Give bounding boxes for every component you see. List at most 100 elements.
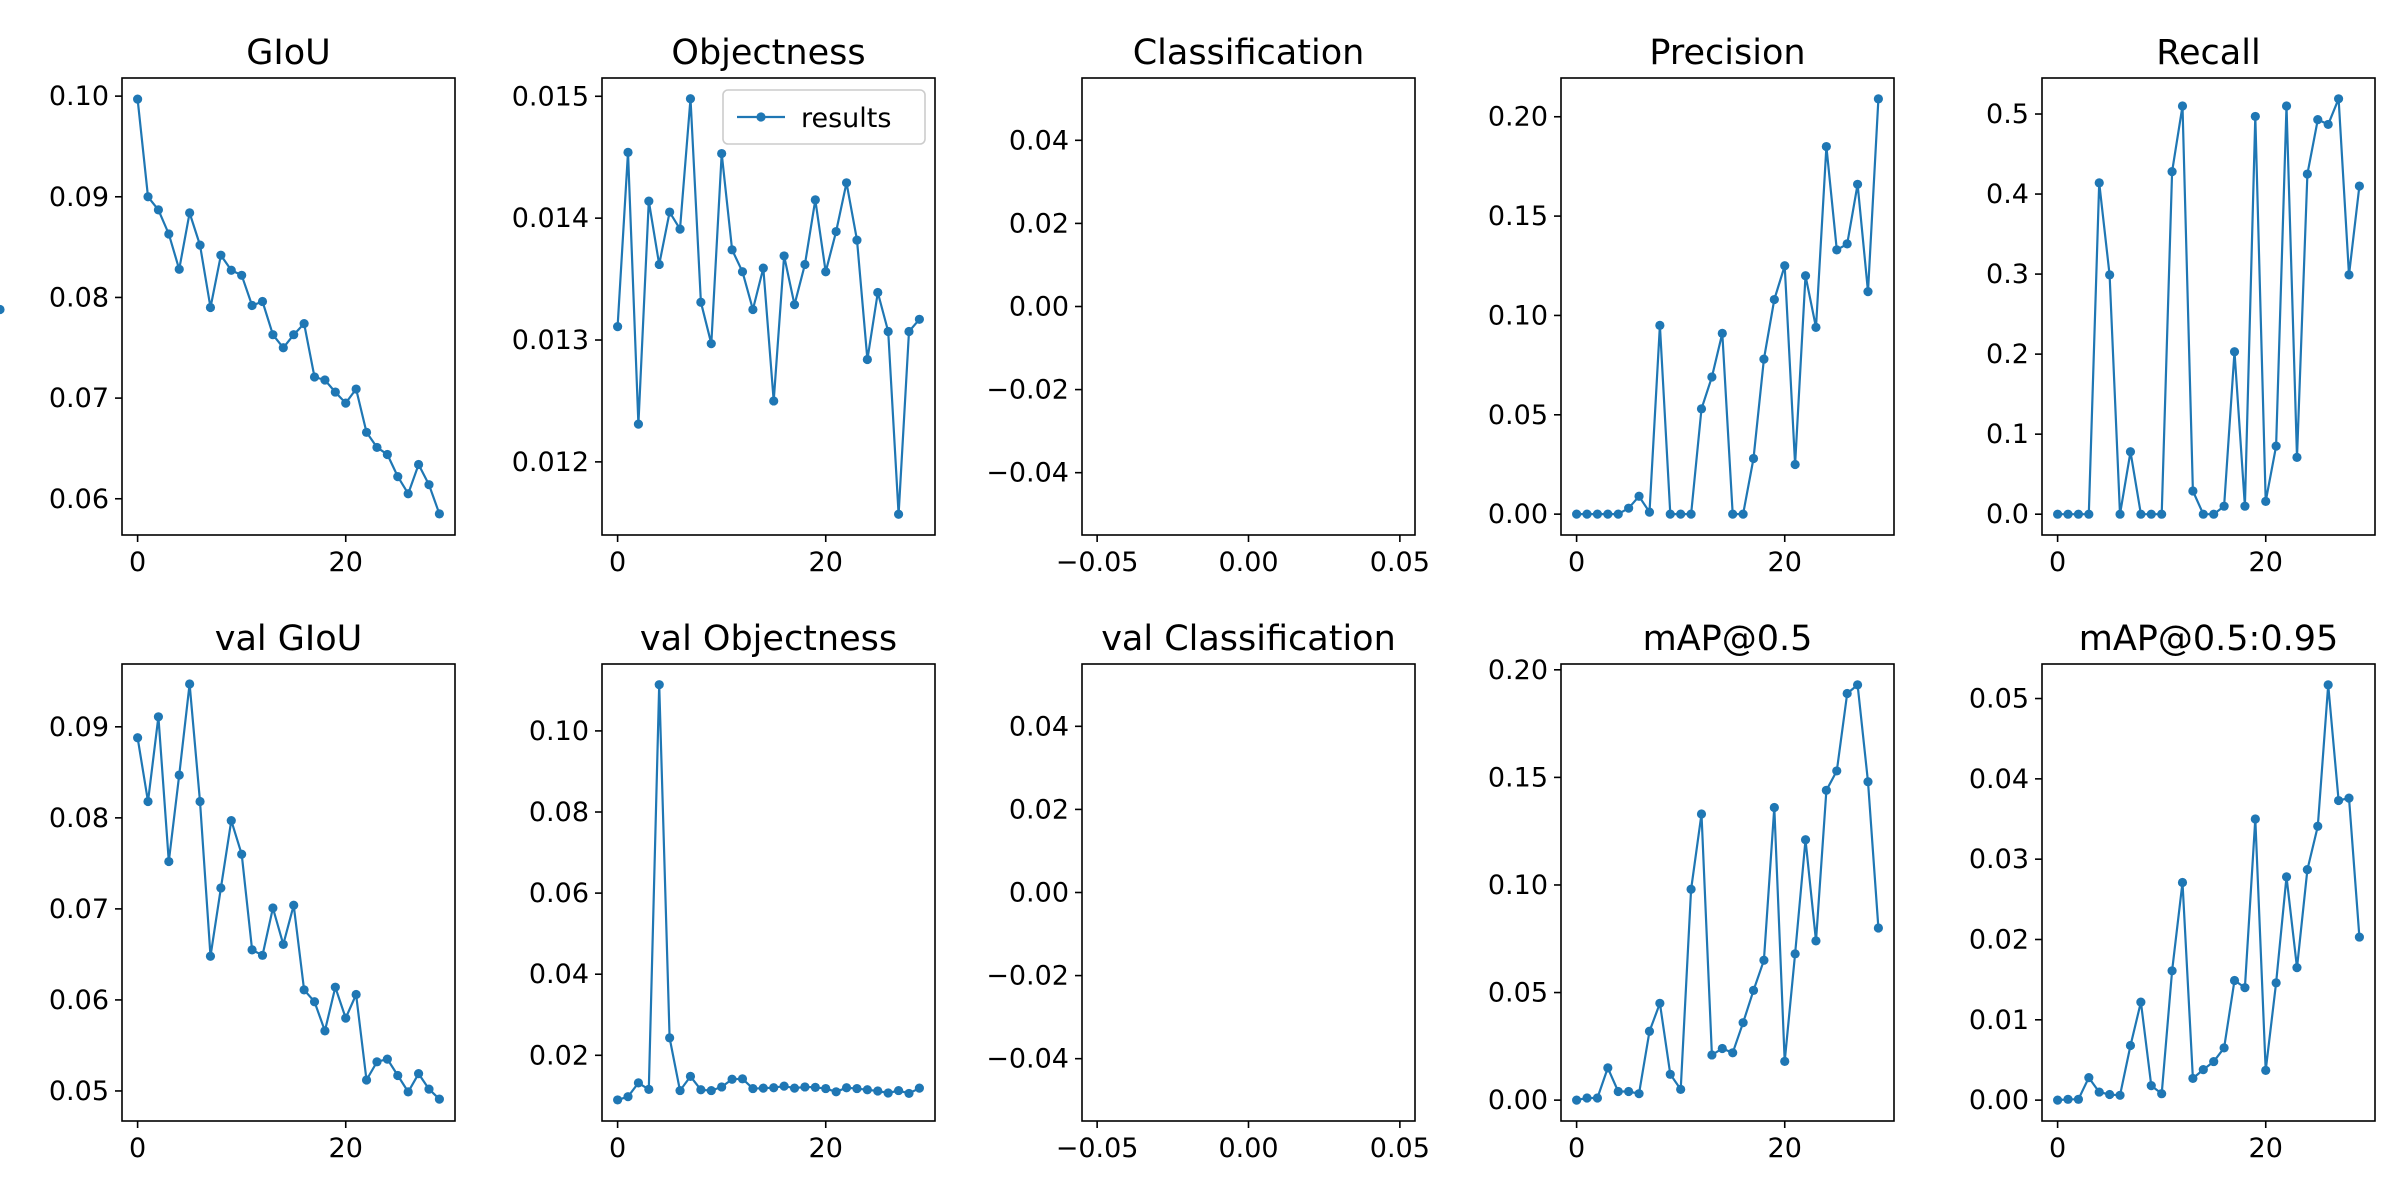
data-point	[434, 1094, 444, 1104]
data-point	[821, 267, 831, 277]
data-point	[2271, 978, 2281, 988]
axes-frame	[2041, 77, 2376, 536]
x-tick-label: 20	[2249, 1133, 2283, 1164]
y-tick-label: 0.02	[529, 1040, 589, 1071]
data-point	[2281, 101, 2292, 111]
data-point	[164, 229, 174, 239]
x-tick-label: −0.05	[1056, 547, 1139, 578]
y-tick-label: 0.10	[1488, 300, 1548, 331]
data-point	[2271, 441, 2281, 451]
data-point	[2292, 962, 2302, 973]
y-tick-label: 0.06	[49, 985, 109, 1016]
y-tick-label: 0.10	[529, 716, 589, 747]
y-tick-label: 0.04	[529, 959, 589, 990]
y-tick-label: 0.07	[49, 894, 109, 925]
data-point	[361, 1075, 372, 1085]
data-point	[424, 1084, 434, 1094]
data-point	[841, 1083, 852, 1093]
y-tick-label: 0.00	[1488, 499, 1548, 530]
series-line	[2057, 97, 2361, 516]
data-point	[1603, 509, 1613, 519]
data-point	[862, 354, 872, 365]
data-point	[706, 1085, 716, 1096]
data-point	[1842, 688, 1852, 699]
subplot-1: GIoU 0.06 0.07 0.08 0.09 0.10 0 20	[49, 33, 456, 578]
data-point	[0, 304, 5, 315]
data-point	[1790, 949, 1800, 959]
data-point	[1717, 1043, 1727, 1054]
data-point	[1696, 404, 1707, 414]
data-point	[1832, 766, 1842, 776]
data-point	[2188, 1073, 2198, 1084]
data-point	[2053, 1095, 2063, 1105]
data-point	[841, 178, 852, 188]
data-point	[779, 1081, 789, 1091]
data-point	[2209, 1056, 2219, 1067]
data-point	[883, 1088, 893, 1098]
data-point	[2229, 347, 2240, 357]
data-point	[737, 1074, 748, 1084]
data-point	[434, 509, 444, 519]
data-point	[143, 192, 153, 202]
data-point	[2344, 793, 2354, 803]
x-tick-label: −0.05	[1056, 1133, 1139, 1164]
data-point	[633, 1078, 644, 1088]
data-point	[2198, 1064, 2208, 1075]
data-point	[2229, 975, 2240, 986]
y-tick-label: 0.09	[49, 712, 109, 743]
data-point	[330, 982, 340, 992]
x-tick-label: 0	[2049, 547, 2066, 578]
data-point	[268, 903, 278, 913]
data-point	[675, 1085, 685, 1096]
data-point	[904, 1088, 914, 1099]
data-point	[1676, 1084, 1686, 1094]
data-point	[2094, 178, 2104, 188]
data-point	[2219, 501, 2229, 511]
x-tick-label: 20	[2249, 547, 2283, 578]
data-point	[2125, 1040, 2136, 1051]
x-tick-label: 0.05	[1370, 547, 1430, 578]
x-tick-label: 0.05	[1370, 1133, 1430, 1164]
data-point	[1592, 1093, 1603, 1103]
data-point	[727, 245, 737, 255]
y-tick-label: 0.08	[49, 803, 109, 834]
y-tick-label: 0.09	[49, 182, 109, 213]
y-tick-label: 0.07	[49, 383, 109, 414]
y-tick-label: 0.5	[1986, 99, 2029, 130]
data-point	[2333, 795, 2344, 806]
series-line	[616, 97, 921, 516]
data-point	[893, 1085, 904, 1096]
y-tick-label: 0.00	[1488, 1085, 1548, 1116]
x-tick-label: 0	[129, 547, 146, 578]
data-point	[644, 1084, 654, 1094]
data-point	[1800, 271, 1811, 281]
y-tick-label: 0.2	[1986, 339, 2029, 370]
data-point	[2073, 1094, 2084, 1104]
subplot-title: Classification	[1133, 33, 1365, 73]
data-point	[1613, 509, 1623, 519]
data-point	[257, 296, 268, 307]
data-point	[1852, 179, 1863, 189]
data-point	[2333, 94, 2344, 104]
y-tick-label: 0.06	[49, 484, 109, 515]
data-point	[2354, 932, 2364, 942]
y-tick-label: 0.04	[1009, 711, 1069, 742]
data-point	[1863, 286, 1873, 297]
data-point	[1728, 1048, 1738, 1058]
axes-frame	[601, 77, 936, 536]
data-point	[1582, 509, 1592, 519]
subplot-title: mAP@0.5:0.95	[2079, 619, 2339, 659]
subplot-3: Classification −0.04 −0.02 0.00 0.02 0.04 −0.0…	[986, 33, 1430, 578]
data-point	[2157, 509, 2167, 519]
data-point	[1634, 491, 1644, 501]
data-point	[330, 387, 340, 397]
data-point	[2115, 509, 2125, 519]
data-point	[226, 265, 236, 275]
data-point	[2167, 167, 2177, 177]
y-tick-label: 0.00	[1009, 292, 1069, 323]
data-point	[299, 319, 309, 329]
data-point	[789, 1083, 800, 1093]
data-point	[2084, 1073, 2094, 1083]
data-point	[278, 939, 288, 949]
data-point	[2261, 496, 2271, 506]
